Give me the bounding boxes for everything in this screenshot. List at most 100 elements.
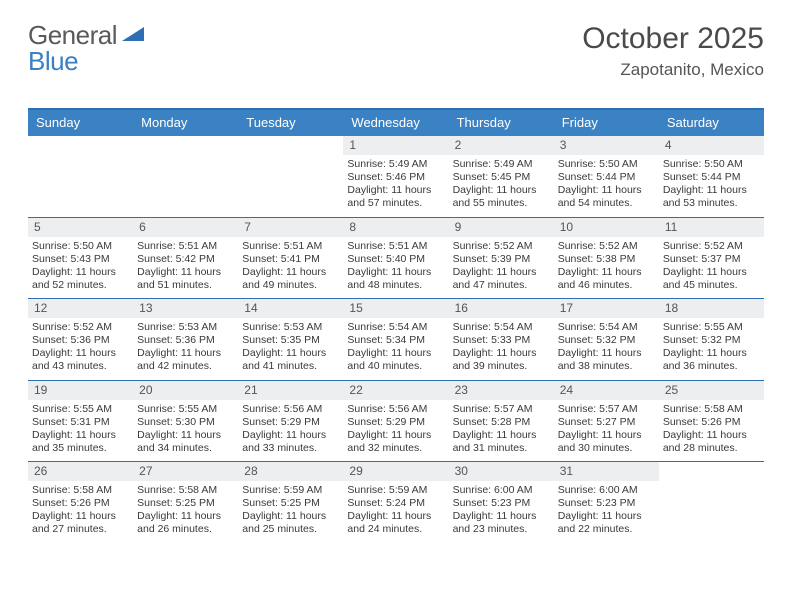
- day-cell: 18Sunrise: 5:55 AMSunset: 5:32 PMDayligh…: [659, 299, 764, 380]
- day-cell: 1Sunrise: 5:49 AMSunset: 5:46 PMDaylight…: [343, 136, 448, 217]
- daylight-text: Daylight: 11 hours and 40 minutes.: [347, 347, 444, 373]
- daylight-text: Daylight: 11 hours and 46 minutes.: [558, 266, 655, 292]
- sunrise-text: Sunrise: 5:51 AM: [347, 240, 444, 253]
- day-number: 28: [238, 462, 343, 481]
- day-number: 2: [449, 136, 554, 155]
- day-number: 23: [449, 381, 554, 400]
- dow-sunday: Sunday: [28, 110, 133, 136]
- day-cell: 8Sunrise: 5:51 AMSunset: 5:40 PMDaylight…: [343, 218, 448, 299]
- daylight-text: Daylight: 11 hours and 52 minutes.: [32, 266, 129, 292]
- day-cell: 14Sunrise: 5:53 AMSunset: 5:35 PMDayligh…: [238, 299, 343, 380]
- sunset-text: Sunset: 5:38 PM: [558, 253, 655, 266]
- sunrise-text: Sunrise: 5:51 AM: [242, 240, 339, 253]
- sunset-text: Sunset: 5:46 PM: [347, 171, 444, 184]
- daylight-text: Daylight: 11 hours and 49 minutes.: [242, 266, 339, 292]
- day-number: 16: [449, 299, 554, 318]
- sunrise-text: Sunrise: 5:54 AM: [558, 321, 655, 334]
- sunset-text: Sunset: 5:33 PM: [453, 334, 550, 347]
- daylight-text: Daylight: 11 hours and 28 minutes.: [663, 429, 760, 455]
- day-number: 26: [28, 462, 133, 481]
- sunset-text: Sunset: 5:37 PM: [663, 253, 760, 266]
- title-block: October 2025 Zapotanito, Mexico: [582, 22, 764, 80]
- sunrise-text: Sunrise: 5:56 AM: [242, 403, 339, 416]
- daylight-text: Daylight: 11 hours and 43 minutes.: [32, 347, 129, 373]
- brand-word1: General: [28, 22, 117, 48]
- day-number: 21: [238, 381, 343, 400]
- day-cell: 22Sunrise: 5:56 AMSunset: 5:29 PMDayligh…: [343, 381, 448, 462]
- daylight-text: Daylight: 11 hours and 38 minutes.: [558, 347, 655, 373]
- sunset-text: Sunset: 5:42 PM: [137, 253, 234, 266]
- daylight-text: Daylight: 11 hours and 35 minutes.: [32, 429, 129, 455]
- day-cell: 6 Sunrise: 5:51 AMSunset: 5:42 PMDaylight…: [133, 218, 238, 299]
- day-cell: 21Sunrise: 5:56 AMSunset: 5:29 PMDayligh…: [238, 381, 343, 462]
- day-number: 24: [554, 381, 659, 400]
- sunrise-text: Sunrise: 5:49 AM: [347, 158, 444, 171]
- day-cell: 9Sunrise: 5:52 AMSunset: 5:39 PMDaylight…: [449, 218, 554, 299]
- sunrise-text: Sunrise: 5:50 AM: [32, 240, 129, 253]
- dow-saturday: Saturday: [659, 110, 764, 136]
- day-cell: 2Sunrise: 5:49 AMSunset: 5:45 PMDaylight…: [449, 136, 554, 217]
- sunset-text: Sunset: 5:30 PM: [137, 416, 234, 429]
- sunset-text: Sunset: 5:26 PM: [663, 416, 760, 429]
- day-cell: 23Sunrise: 5:57 AMSunset: 5:28 PMDayligh…: [449, 381, 554, 462]
- day-cell: .: [659, 462, 764, 543]
- daylight-text: Daylight: 11 hours and 42 minutes.: [137, 347, 234, 373]
- sunrise-text: Sunrise: 5:51 AM: [137, 240, 234, 253]
- day-number: 19: [28, 381, 133, 400]
- dow-tuesday: Tuesday: [238, 110, 343, 136]
- week-row: 12Sunrise: 5:52 AMSunset: 5:36 PMDayligh…: [28, 298, 764, 380]
- day-number: 20: [133, 381, 238, 400]
- daylight-text: Daylight: 11 hours and 55 minutes.: [453, 184, 550, 210]
- brand-triangle-icon: [122, 23, 144, 48]
- sunset-text: Sunset: 5:27 PM: [558, 416, 655, 429]
- day-number: 6: [133, 218, 238, 237]
- daylight-text: Daylight: 11 hours and 27 minutes.: [32, 510, 129, 536]
- dow-thursday: Thursday: [449, 110, 554, 136]
- sunset-text: Sunset: 5:25 PM: [242, 497, 339, 510]
- daylight-text: Daylight: 11 hours and 47 minutes.: [453, 266, 550, 292]
- day-cell: 24Sunrise: 5:57 AMSunset: 5:27 PMDayligh…: [554, 381, 659, 462]
- sunrise-text: Sunrise: 5:58 AM: [32, 484, 129, 497]
- weeks-container: ...1Sunrise: 5:49 AMSunset: 5:46 PMDayli…: [28, 136, 764, 543]
- daylight-text: Daylight: 11 hours and 48 minutes.: [347, 266, 444, 292]
- daylight-text: Daylight: 11 hours and 32 minutes.: [347, 429, 444, 455]
- sunset-text: Sunset: 5:29 PM: [347, 416, 444, 429]
- sunrise-text: Sunrise: 5:55 AM: [663, 321, 760, 334]
- day-number: 30: [449, 462, 554, 481]
- page-title: October 2025: [582, 22, 764, 56]
- day-number: 14: [238, 299, 343, 318]
- day-number: 27: [133, 462, 238, 481]
- day-number: 5: [28, 218, 133, 237]
- day-cell: 15Sunrise: 5:54 AMSunset: 5:34 PMDayligh…: [343, 299, 448, 380]
- sunrise-text: Sunrise: 5:59 AM: [347, 484, 444, 497]
- calendar: Sunday Monday Tuesday Wednesday Thursday…: [28, 108, 764, 543]
- daylight-text: Daylight: 11 hours and 23 minutes.: [453, 510, 550, 536]
- day-cell: 5Sunrise: 5:50 AMSunset: 5:43 PMDaylight…: [28, 218, 133, 299]
- sunrise-text: Sunrise: 5:52 AM: [453, 240, 550, 253]
- day-number: 15: [343, 299, 448, 318]
- week-row: 19Sunrise: 5:55 AMSunset: 5:31 PMDayligh…: [28, 380, 764, 462]
- day-number: 3: [554, 136, 659, 155]
- dow-header-row: Sunday Monday Tuesday Wednesday Thursday…: [28, 110, 764, 136]
- daylight-text: Daylight: 11 hours and 51 minutes.: [137, 266, 234, 292]
- sunset-text: Sunset: 5:25 PM: [137, 497, 234, 510]
- week-row: 5Sunrise: 5:50 AMSunset: 5:43 PMDaylight…: [28, 217, 764, 299]
- sunset-text: Sunset: 5:34 PM: [347, 334, 444, 347]
- day-number: 31: [554, 462, 659, 481]
- daylight-text: Daylight: 11 hours and 26 minutes.: [137, 510, 234, 536]
- sunset-text: Sunset: 5:35 PM: [242, 334, 339, 347]
- day-cell: 11Sunrise: 5:52 AMSunset: 5:37 PMDayligh…: [659, 218, 764, 299]
- daylight-text: Daylight: 11 hours and 34 minutes.: [137, 429, 234, 455]
- dow-wednesday: Wednesday: [343, 110, 448, 136]
- day-number: 11: [659, 218, 764, 237]
- day-cell: 16Sunrise: 5:54 AMSunset: 5:33 PMDayligh…: [449, 299, 554, 380]
- sunrise-text: Sunrise: 6:00 AM: [558, 484, 655, 497]
- day-cell: 26Sunrise: 5:58 AMSunset: 5:26 PMDayligh…: [28, 462, 133, 543]
- sunrise-text: Sunrise: 5:55 AM: [137, 403, 234, 416]
- sunset-text: Sunset: 5:39 PM: [453, 253, 550, 266]
- sunrise-text: Sunrise: 5:57 AM: [453, 403, 550, 416]
- day-cell: 27Sunrise: 5:58 AMSunset: 5:25 PMDayligh…: [133, 462, 238, 543]
- sunrise-text: Sunrise: 5:52 AM: [558, 240, 655, 253]
- sunrise-text: Sunrise: 5:53 AM: [242, 321, 339, 334]
- day-cell: 20 Sunrise: 5:55 AMSunset: 5:30 PMDayligh…: [133, 381, 238, 462]
